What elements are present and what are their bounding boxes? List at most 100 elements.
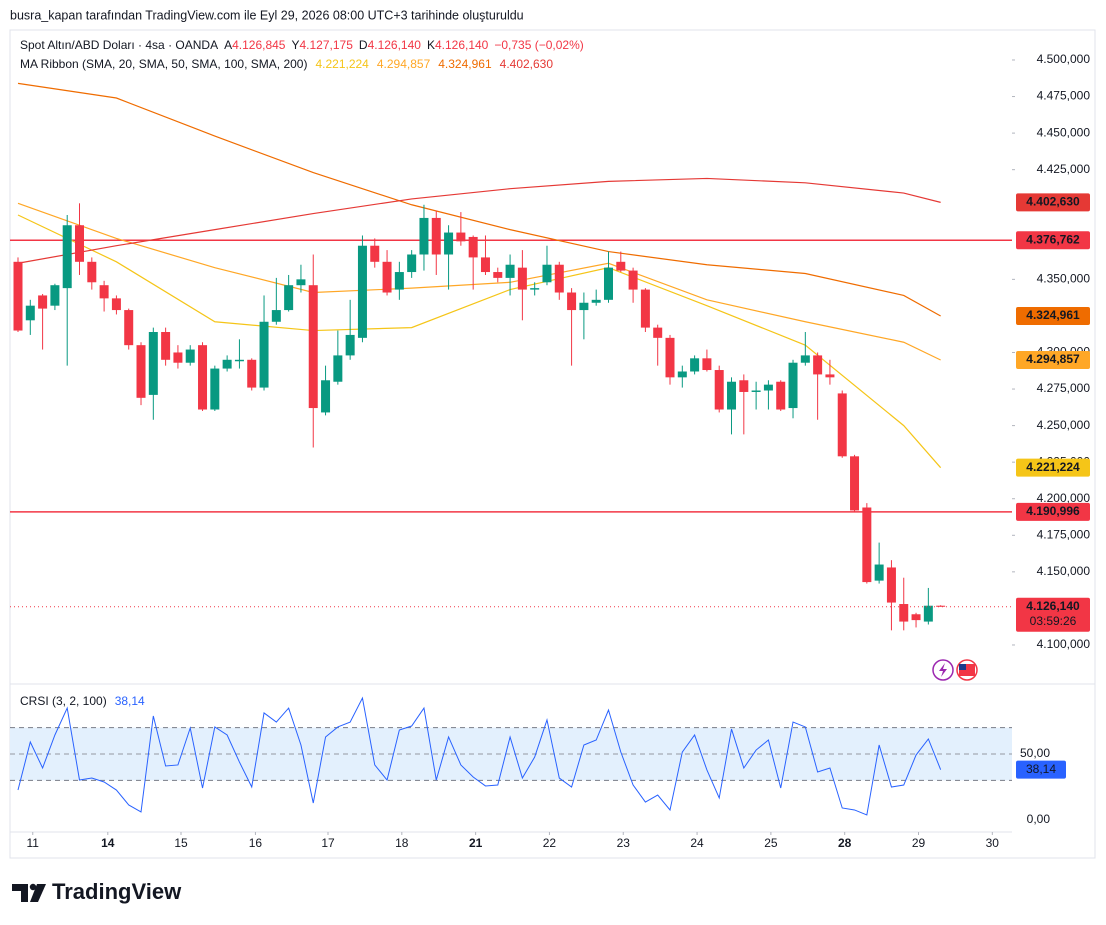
y-tick-label: 4.150,000 bbox=[1037, 564, 1091, 578]
indicator-tick-label: 50,00 bbox=[1020, 746, 1050, 760]
crsi-line bbox=[17, 696, 942, 816]
candle-body bbox=[111, 298, 121, 311]
candle-body bbox=[825, 374, 835, 378]
band bbox=[10, 727, 1012, 781]
x-tick-label: 18 bbox=[395, 836, 409, 850]
candle-body bbox=[87, 261, 97, 283]
candle-body bbox=[198, 345, 208, 410]
ma-value: 4.402,630 bbox=[500, 57, 554, 71]
candle-body bbox=[444, 232, 454, 255]
y-tick-label: 4.500,000 bbox=[1037, 52, 1091, 66]
candle-body bbox=[923, 605, 933, 622]
indicator-title: CRSI (3, 2, 100) bbox=[20, 694, 107, 708]
candle-body bbox=[727, 381, 737, 410]
ma-line bbox=[17, 177, 941, 264]
candle-body bbox=[296, 279, 306, 286]
candle-body bbox=[751, 390, 761, 392]
ohlc-value: 4.126,140 bbox=[368, 38, 422, 52]
ohlc-letter: K bbox=[427, 38, 435, 52]
ma-last-box bbox=[1016, 458, 1090, 477]
candle-body bbox=[874, 564, 884, 581]
candle-body bbox=[862, 507, 872, 583]
candle-body bbox=[259, 321, 269, 388]
ma-last-label: 4.221,224 bbox=[1026, 460, 1080, 474]
candle-body bbox=[837, 393, 847, 457]
candle-body bbox=[62, 225, 72, 289]
candle-body bbox=[468, 236, 478, 258]
candle-body bbox=[25, 305, 35, 321]
candle-body bbox=[936, 605, 946, 607]
candle-body bbox=[640, 289, 650, 328]
candle-body bbox=[714, 370, 724, 410]
candle-body bbox=[739, 380, 749, 392]
hline-label: 4.376,762 bbox=[1026, 232, 1080, 246]
ohlc-letter: D bbox=[359, 38, 368, 52]
candle-body bbox=[38, 295, 48, 309]
candle-body bbox=[234, 359, 244, 362]
x-tick-label: 30 bbox=[986, 836, 1000, 850]
x-tick-label: 11 bbox=[27, 836, 40, 850]
crsi-box-label: 38,14 bbox=[1026, 762, 1056, 776]
ma-last-box bbox=[1016, 350, 1090, 369]
candle-body bbox=[788, 362, 798, 409]
candle-body bbox=[702, 358, 712, 371]
candle-body bbox=[284, 285, 294, 311]
x-tick-label: 25 bbox=[764, 836, 778, 850]
brand-name: TradingView bbox=[52, 879, 182, 904]
y-tick-label: 4.175,000 bbox=[1037, 527, 1091, 541]
candle-body bbox=[124, 310, 134, 346]
ma-line bbox=[17, 82, 941, 317]
caption: busra_kapan tarafından TradingView.com i… bbox=[10, 8, 524, 22]
y-tick-label: 4.450,000 bbox=[1037, 125, 1091, 139]
chart-frame bbox=[9, 29, 1096, 859]
x-tick-label: 24 bbox=[690, 836, 704, 850]
hline-label: 4.190,996 bbox=[1026, 504, 1080, 518]
ma-value: 4.324,961 bbox=[438, 57, 492, 71]
candle-body bbox=[886, 567, 896, 603]
ohlc-letter: Y bbox=[291, 38, 299, 52]
candle-body bbox=[271, 310, 281, 322]
candle-body bbox=[75, 225, 85, 262]
candle-body bbox=[628, 270, 638, 290]
change: −0,735 (−0,02%) bbox=[494, 38, 583, 52]
candle-body bbox=[616, 261, 626, 271]
candle-body bbox=[99, 285, 109, 299]
candle-body bbox=[567, 292, 577, 311]
candle-body bbox=[419, 217, 429, 255]
candle-body bbox=[407, 254, 417, 273]
candle-body bbox=[456, 232, 466, 242]
x-tick-label: 28 bbox=[838, 836, 852, 850]
candle-body bbox=[579, 302, 589, 311]
candle-body bbox=[800, 355, 810, 363]
indicator-tick-label: 0,00 bbox=[1027, 812, 1051, 826]
candle-body bbox=[653, 327, 663, 338]
candle-body bbox=[148, 332, 158, 395]
countdown: 03:59:26 bbox=[1030, 614, 1077, 628]
candle-body bbox=[603, 267, 613, 300]
hline-box bbox=[1016, 231, 1090, 250]
alert-icons bbox=[932, 659, 978, 681]
candle-body bbox=[382, 261, 392, 293]
candle-body bbox=[321, 380, 331, 413]
ohlc-letter: A bbox=[224, 38, 232, 52]
ma-last-box bbox=[1016, 306, 1090, 325]
candle-body bbox=[136, 345, 146, 398]
y-tick-label: 4.250,000 bbox=[1037, 418, 1091, 432]
ma-last-label: 4.324,961 bbox=[1026, 308, 1080, 322]
ma-last-box bbox=[1016, 193, 1090, 212]
ma-last-label: 4.294,857 bbox=[1026, 352, 1080, 366]
x-tick-label: 14 bbox=[101, 836, 115, 850]
x-tick-label: 15 bbox=[174, 836, 188, 850]
x-tick-label: 17 bbox=[321, 836, 335, 850]
candle-body bbox=[247, 359, 257, 388]
candle-body bbox=[899, 604, 909, 622]
ma-last-label: 4.402,630 bbox=[1026, 195, 1080, 209]
candle-body bbox=[493, 272, 503, 278]
candle-body bbox=[345, 334, 355, 356]
crsi-box bbox=[1016, 760, 1066, 779]
candle-body bbox=[50, 285, 60, 306]
candle-body bbox=[677, 371, 687, 378]
candle-body bbox=[13, 261, 23, 331]
y-tick-label: 4.425,000 bbox=[1037, 162, 1091, 176]
